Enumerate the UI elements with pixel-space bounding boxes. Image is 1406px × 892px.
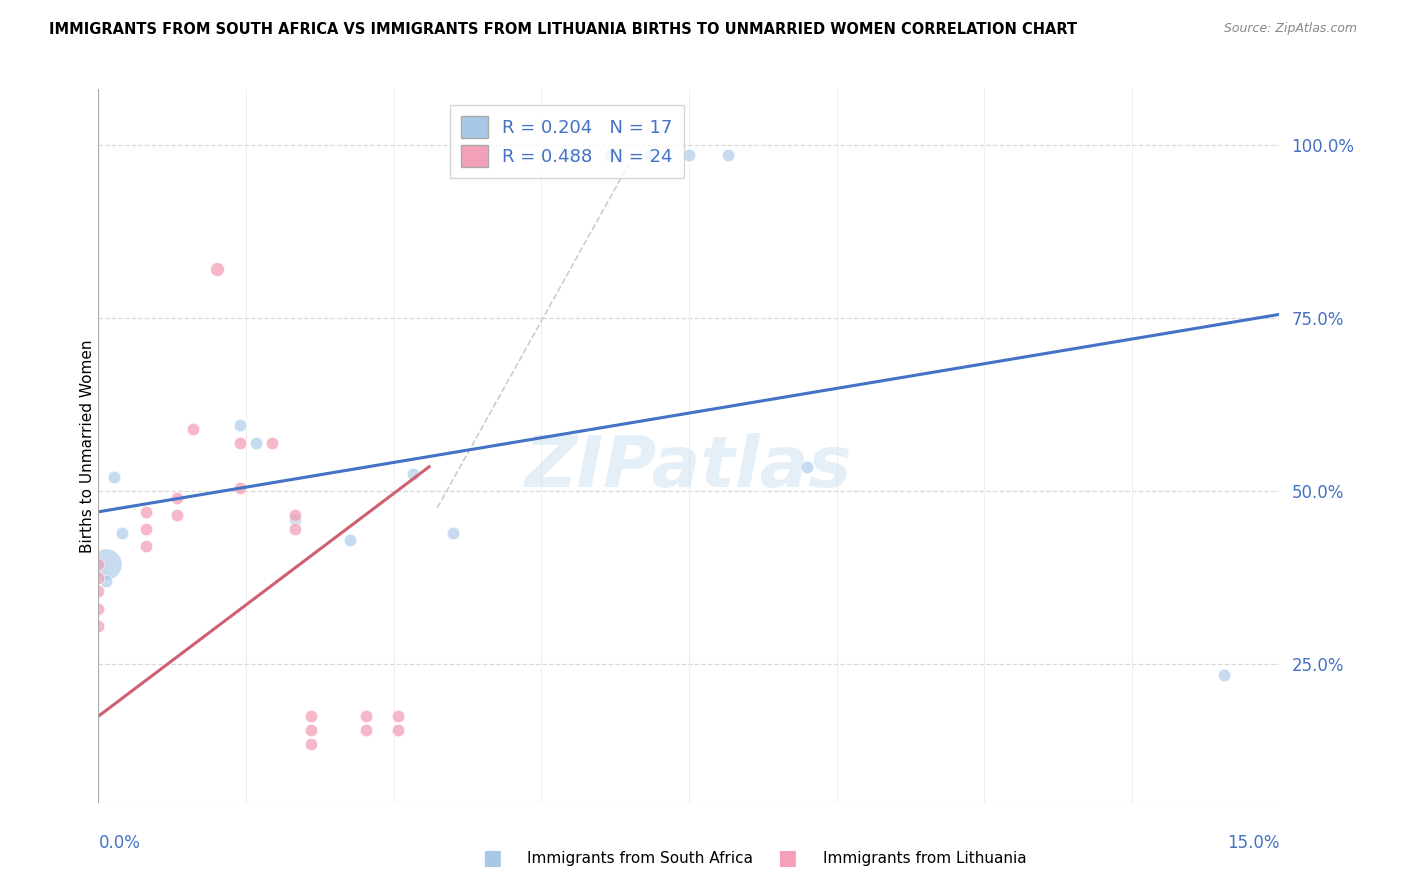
Text: Immigrants from Lithuania: Immigrants from Lithuania bbox=[823, 851, 1026, 865]
Point bbox=[229, 481, 252, 495]
Point bbox=[96, 557, 118, 571]
Point bbox=[229, 435, 252, 450]
Point bbox=[599, 148, 621, 162]
Legend: R = 0.204   N = 17, R = 0.488   N = 24: R = 0.204 N = 17, R = 0.488 N = 24 bbox=[450, 105, 683, 178]
Text: ■: ■ bbox=[482, 848, 502, 868]
Point bbox=[387, 709, 409, 723]
Text: Source: ZipAtlas.com: Source: ZipAtlas.com bbox=[1223, 22, 1357, 36]
Text: IMMIGRANTS FROM SOUTH AFRICA VS IMMIGRANTS FROM LITHUANIA BIRTHS TO UNMARRIED WO: IMMIGRANTS FROM SOUTH AFRICA VS IMMIGRAN… bbox=[49, 22, 1077, 37]
Point bbox=[1213, 667, 1236, 681]
Point bbox=[441, 525, 464, 540]
Point bbox=[299, 709, 322, 723]
Point bbox=[96, 574, 118, 588]
Point bbox=[284, 522, 307, 536]
Point bbox=[87, 619, 110, 633]
Point bbox=[166, 508, 188, 523]
Point bbox=[402, 467, 425, 481]
Point bbox=[205, 262, 228, 277]
Text: Immigrants from South Africa: Immigrants from South Africa bbox=[527, 851, 754, 865]
Point bbox=[284, 508, 307, 523]
Point bbox=[229, 418, 252, 433]
Point bbox=[284, 512, 307, 526]
Point bbox=[181, 422, 204, 436]
Text: 0.0%: 0.0% bbox=[98, 834, 141, 852]
Y-axis label: Births to Unmarried Women: Births to Unmarried Women bbox=[80, 339, 94, 553]
Point bbox=[354, 709, 377, 723]
Point bbox=[560, 148, 582, 162]
Point bbox=[166, 491, 188, 505]
Point bbox=[717, 148, 740, 162]
Text: ZIPatlas: ZIPatlas bbox=[526, 433, 852, 502]
Point bbox=[299, 723, 322, 737]
Point bbox=[796, 459, 818, 474]
Point bbox=[678, 148, 700, 162]
Point bbox=[339, 533, 361, 547]
Point bbox=[87, 557, 110, 571]
Point bbox=[135, 540, 157, 554]
Point bbox=[638, 148, 661, 162]
Point bbox=[299, 737, 322, 751]
Point bbox=[245, 435, 267, 450]
Point bbox=[260, 435, 283, 450]
Point bbox=[87, 571, 110, 585]
Text: ■: ■ bbox=[778, 848, 797, 868]
Point bbox=[135, 522, 157, 536]
Point bbox=[87, 584, 110, 599]
Point bbox=[387, 723, 409, 737]
Point bbox=[111, 525, 134, 540]
Point bbox=[135, 505, 157, 519]
Point bbox=[103, 470, 125, 484]
Point bbox=[87, 602, 110, 616]
Point bbox=[354, 723, 377, 737]
Text: 15.0%: 15.0% bbox=[1227, 834, 1279, 852]
